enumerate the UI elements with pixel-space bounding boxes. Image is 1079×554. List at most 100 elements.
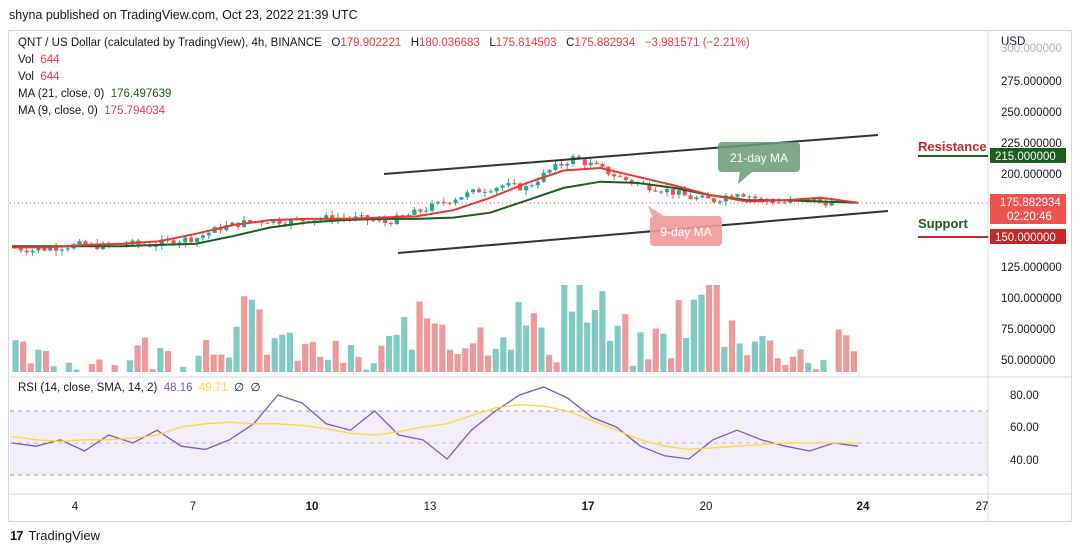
time-tick: 10 [306,501,319,513]
rsi-line [11,386,859,460]
low-value: 175.814503 [495,37,557,49]
price-tick: 125.000000 [1001,262,1062,274]
candle-body [206,232,211,236]
price-tick: 75.000000 [1001,324,1055,336]
candle-body [500,185,505,188]
high-value: 180.036683 [419,37,480,49]
volume-bar [149,369,156,372]
volume-bar [233,326,240,372]
candle-body [623,177,628,181]
volume-bar [713,285,720,372]
support-price-tag-text: 150.000000 [995,232,1056,244]
volume-bar [469,343,476,372]
candle-body [24,250,29,253]
candle-body [694,197,699,200]
candle-body [494,187,499,192]
candle-body [553,163,558,170]
volume-bar [340,362,347,372]
candle-body [447,202,452,204]
volume-bar [210,354,217,372]
volume-bar [500,337,507,372]
volume-bar [393,334,400,372]
candle-body [48,247,53,251]
time-tick: 7 [190,501,196,513]
volume-bar [294,360,301,372]
candle-body [524,186,529,191]
candle-body [424,210,429,212]
candle-body [488,191,493,193]
chart-legend: QNT / US Dollar (calculated by TradingVi… [18,35,750,120]
chart-frame [8,30,1072,522]
publisher-bar: shyna published on TradingView.com, Oct … [0,0,1079,30]
candle-body [430,203,435,211]
volume-bar [546,354,553,372]
volume-bar [431,323,438,372]
volume-bar [805,362,812,372]
candle-body [618,176,623,178]
candle-body [717,201,722,203]
volume-bar [439,324,446,372]
volume-bar [111,365,118,372]
candle-body [459,197,464,200]
candle-body [506,183,511,186]
volume-bar [309,341,316,372]
volume-bar [164,351,172,372]
candle-body [582,159,587,166]
candle-body [770,201,775,204]
candle-body [371,220,376,222]
volume-bar [515,302,522,372]
resistance-label: Resistance [918,139,987,154]
time-axis[interactable]: 4 7 10 13 17 20 24 27 [72,501,989,513]
price-tick: 275.000000 [1001,76,1062,88]
candle-body [159,239,164,246]
candle-body [300,219,305,222]
legend-vol-row-2: Vol 644 [18,71,60,83]
volume-bar [660,333,667,372]
candle-body [529,185,534,187]
countdown-text: 02:20:46 [1007,211,1052,223]
candle-body [712,198,717,203]
candle-body [477,189,482,193]
volume-bar [614,325,621,372]
resistance-price-tag-text: 215.000000 [995,151,1056,163]
candle-body [629,180,634,184]
currency-label: USD [1001,36,1025,48]
candle-body [453,199,458,204]
candle-body [441,201,446,203]
volume-bar [256,309,263,372]
volume-bar [530,313,537,372]
candle-body [230,222,235,226]
volume-bar [279,334,286,372]
candle-body [124,244,129,246]
candle-body [42,248,47,251]
volume-bar [492,348,499,372]
volume-bar [789,356,797,372]
volume-bar [180,366,187,372]
candle-body [18,248,23,251]
candle-body [388,223,393,225]
footer-brand[interactable]: 17 TradingView [10,528,100,543]
candle-body [271,219,276,223]
support-channel-line [397,210,889,254]
candle-body [65,248,70,250]
volume-bar [782,364,789,372]
candle-body [829,201,834,206]
support-price-tag [990,229,1066,244]
volume-bar [157,347,164,372]
volume-bar [378,345,385,372]
publisher-text: shyna published on TradingView.com, Oct … [9,8,358,22]
volume-bar [797,349,804,372]
volume-bar [88,364,95,372]
candle-body [277,219,282,224]
candle-body [59,249,64,251]
price-tick: 300.000000 [1001,43,1062,55]
candle-body [782,202,787,204]
candle-body [612,174,617,177]
volume-bar [523,325,530,372]
price-axis[interactable]: USD 300.000000 275.000000 250.000000 225… [990,36,1066,367]
volume-bar [446,349,454,372]
candle-body [682,190,687,196]
candle-body [359,215,364,217]
volume-bar [27,363,34,372]
